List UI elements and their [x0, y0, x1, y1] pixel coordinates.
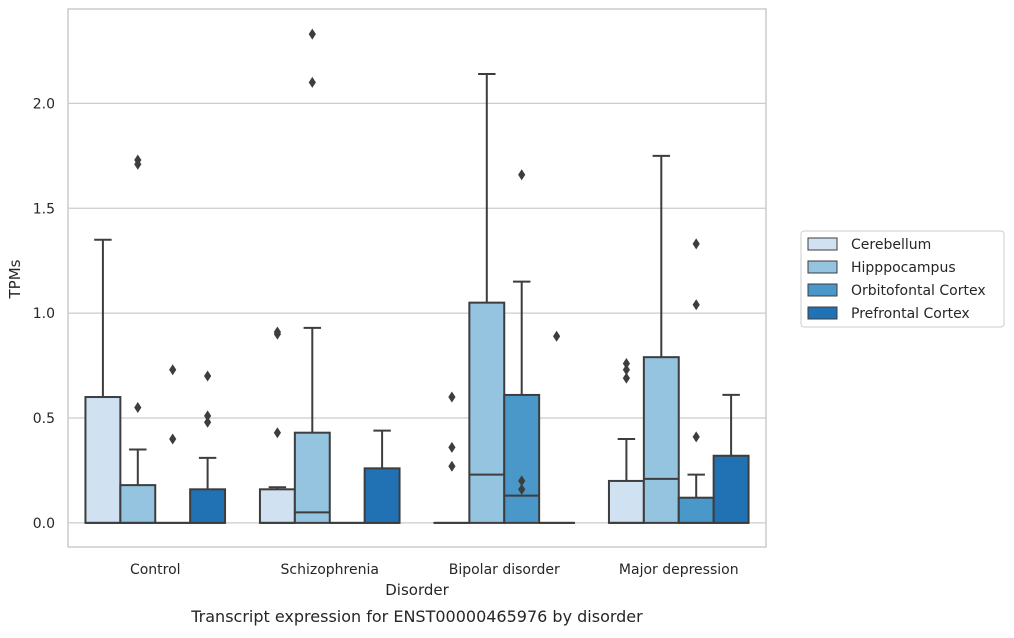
y-axis-label: TPMs [6, 259, 24, 299]
box-group [365, 431, 400, 523]
box-group [260, 327, 295, 523]
outlier-point [448, 392, 455, 403]
x-tick-label: Major depression [619, 562, 739, 578]
outlier-point [169, 433, 176, 444]
box-group [539, 331, 574, 523]
legend-label: Prefrontal Cortex [851, 306, 970, 322]
x-tick-label: Control [130, 562, 181, 578]
chart-caption: Transcript expression for ENST0000046597… [190, 607, 643, 626]
legend-label: Orbitofontal Cortex [851, 283, 986, 299]
box-body [120, 485, 155, 523]
box-group [85, 240, 120, 523]
box-body [644, 357, 679, 523]
box-body [609, 481, 644, 523]
outlier-point [693, 431, 700, 442]
box-body [504, 395, 539, 523]
outlier-point [204, 410, 211, 421]
y-tick-label: 1.5 [33, 201, 55, 217]
box-body [469, 303, 504, 523]
outlier-point [309, 29, 316, 40]
outlier-point [169, 364, 176, 375]
box-group [190, 371, 225, 523]
outlier-point [623, 358, 630, 369]
legend: Cerebellum Hipppocampus Orbitofontal Corte… [801, 231, 1004, 327]
box-group [609, 358, 644, 523]
outlier-point [309, 77, 316, 88]
outlier-point [134, 402, 141, 413]
box-group [469, 74, 504, 523]
y-tick-label: 0.5 [33, 411, 55, 427]
x-tick-label: Schizophrenia [281, 562, 379, 578]
legend-swatch [808, 261, 837, 273]
x-tick-label: Bipolar disorder [449, 562, 560, 578]
legend-label: Hipppocampus [851, 260, 956, 276]
outlier-point [448, 442, 455, 453]
outlier-point [693, 299, 700, 310]
box-group [679, 238, 714, 522]
legend-swatch [808, 238, 837, 250]
box-body [85, 397, 120, 523]
y-tick-label: 1.0 [33, 306, 55, 322]
y-tick-label: 2.0 [33, 96, 55, 112]
box-body [190, 489, 225, 523]
outlier-point [553, 331, 560, 342]
box-group [434, 392, 469, 523]
legend-label: Cerebellum [851, 237, 931, 253]
box-group [504, 169, 539, 523]
y-tick-label: 0.0 [33, 516, 55, 532]
outlier-point [204, 371, 211, 382]
outlier-point [518, 169, 525, 180]
legend-swatch [808, 307, 837, 319]
box-group [120, 155, 155, 523]
outlier-point [693, 238, 700, 249]
outlier-point [274, 427, 281, 438]
box-group [644, 156, 679, 523]
x-axis-label: Disorder [385, 581, 449, 599]
box-body [295, 433, 330, 523]
legend-swatch [808, 284, 837, 296]
y-tick-labels: 0.0 0.5 1.0 1.5 2.0 [33, 96, 55, 531]
box-group [155, 364, 190, 523]
box-group [714, 395, 749, 523]
outlier-point [274, 327, 281, 338]
box-body [365, 468, 400, 523]
box-body [714, 456, 749, 523]
box-body [679, 498, 714, 523]
box-body [260, 489, 295, 523]
outlier-point [448, 461, 455, 472]
x-tick-labels: Control Schizophrenia Bipolar disorder Majo… [130, 562, 739, 578]
